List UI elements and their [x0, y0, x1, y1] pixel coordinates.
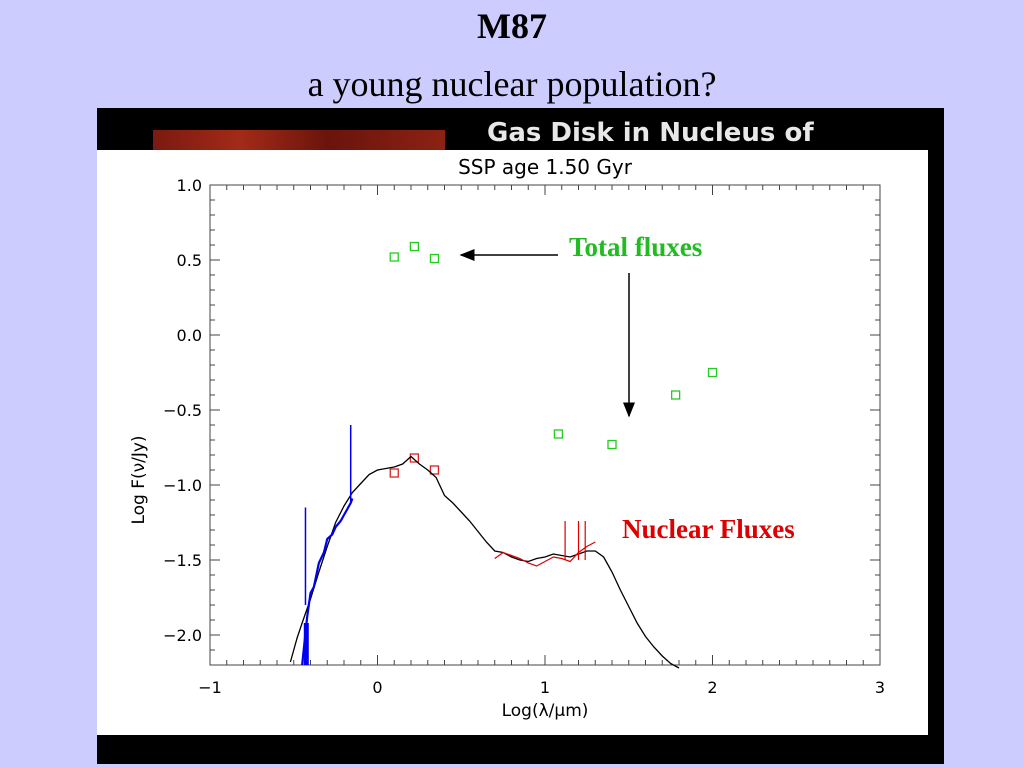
y-tick-label: −1.5 — [163, 551, 202, 570]
y-axis-label: Log F(ν/Jy) — [129, 435, 149, 524]
nuclear-flux-point — [429, 465, 440, 475]
y-tick-label: −0.5 — [163, 401, 202, 420]
y-tick-labels: 1.0 0.5 0.0 −0.5 −1.0 −1.5 −2.0 — [163, 176, 202, 645]
total-flux-point — [409, 241, 420, 252]
x-tick-label: 2 — [707, 678, 717, 697]
total-flux-point — [429, 253, 440, 264]
sed-chart: SSP age 1.50 Gyr 1.0 0.5 0.0 −0.5 −1.0 −1.5 −2… — [129, 155, 885, 721]
y-tick-label: 1.0 — [177, 176, 202, 195]
x-tick-labels: −1 0 1 2 3 — [198, 678, 885, 697]
annotation-arrows — [459, 249, 635, 418]
total-flux-point — [607, 439, 617, 450]
nuclear-flux-point — [389, 468, 399, 478]
nuclear-fluxes-series — [389, 453, 440, 478]
x-tick-label: 3 — [875, 678, 885, 697]
x-tick-label: 1 — [540, 678, 550, 697]
y-tick-label: 0.0 — [177, 326, 202, 345]
total-flux-point — [671, 390, 681, 400]
uv-spectrum-line — [301, 498, 354, 666]
uv-spectrum-series — [301, 425, 354, 666]
background-image-strip — [153, 130, 445, 152]
y-tick-label: −1.0 — [163, 476, 202, 495]
total-flux-point — [553, 429, 564, 439]
model-sed-line — [289, 455, 680, 669]
total-fluxes-series — [389, 241, 718, 450]
chart-title: SSP age 1.50 Gyr — [458, 155, 633, 179]
y-tick-label: 0.5 — [177, 251, 202, 270]
total-flux-point — [707, 367, 718, 378]
axis-ticks — [209, 184, 881, 666]
x-axis-label: Log(λ/µm) — [502, 701, 589, 721]
total-fluxes-annotation: Total fluxes — [569, 232, 703, 262]
y-tick-label: −2.0 — [163, 626, 202, 645]
plot-panel: SSP age 1.50 Gyr 1.0 0.5 0.0 −0.5 −1.0 −1.5 −2… — [97, 150, 928, 735]
x-tick-label: 0 — [372, 678, 382, 697]
total-flux-point — [389, 252, 399, 262]
x-tick-label: −1 — [198, 678, 222, 697]
uv-band — [303, 623, 309, 665]
series-layer — [289, 241, 718, 669]
background-caption: Gas Disk in Nucleus of — [487, 118, 814, 148]
slide-subtitle: a young nuclear population? — [307, 64, 717, 104]
slide-title: M87 — [477, 6, 547, 46]
nuclear-fluxes-annotation: Nuclear Fluxes — [622, 514, 795, 544]
nuclear-flux-point — [409, 453, 420, 463]
ir-spectrum-series — [494, 521, 596, 567]
